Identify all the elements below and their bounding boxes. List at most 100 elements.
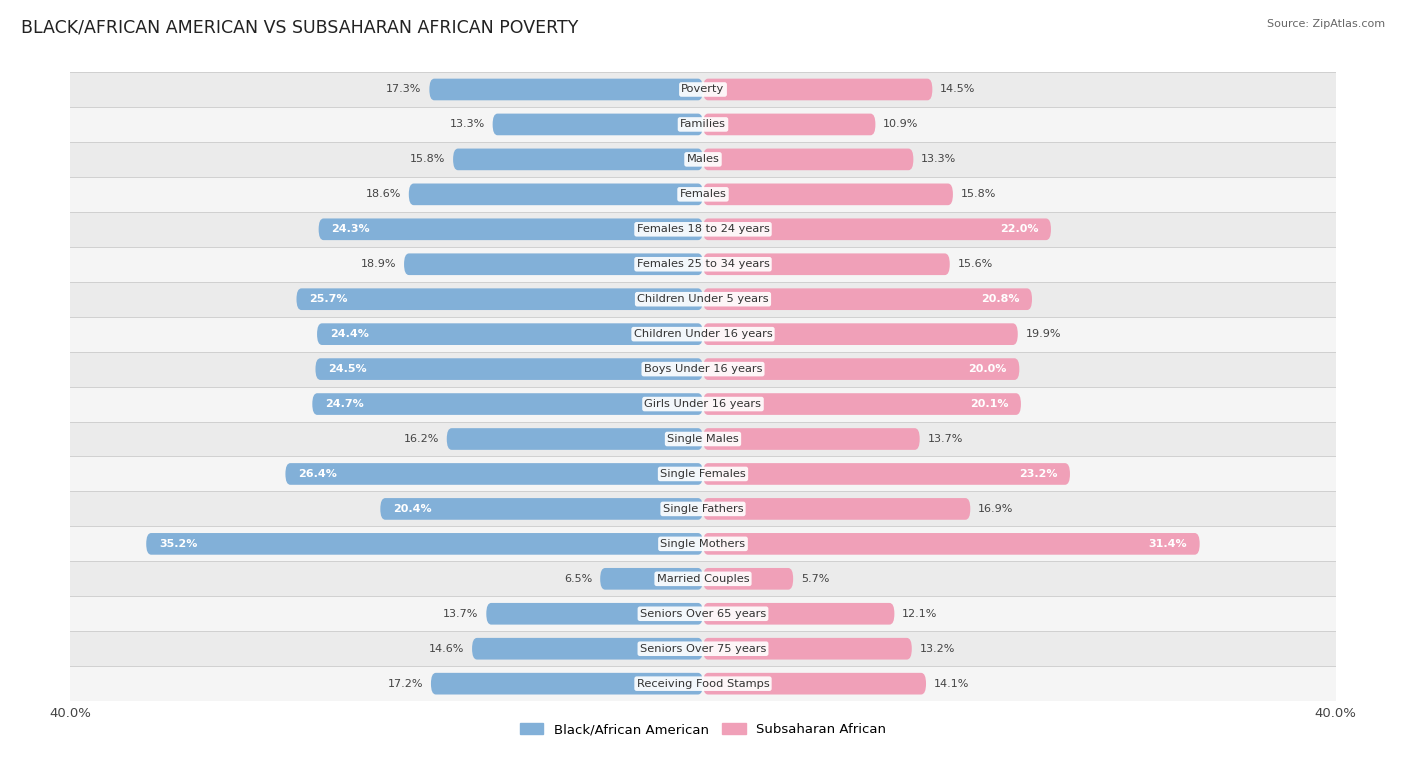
Text: Males: Males: [686, 155, 720, 164]
FancyBboxPatch shape: [703, 673, 927, 694]
Text: BLACK/AFRICAN AMERICAN VS SUBSAHARAN AFRICAN POVERTY: BLACK/AFRICAN AMERICAN VS SUBSAHARAN AFR…: [21, 19, 578, 37]
FancyBboxPatch shape: [703, 114, 876, 135]
Text: Boys Under 16 years: Boys Under 16 years: [644, 364, 762, 374]
Bar: [70, 72, 1336, 107]
Text: 14.1%: 14.1%: [934, 678, 969, 689]
Bar: [70, 421, 1336, 456]
Text: 24.3%: 24.3%: [332, 224, 370, 234]
FancyBboxPatch shape: [703, 393, 1021, 415]
FancyBboxPatch shape: [319, 218, 703, 240]
FancyBboxPatch shape: [404, 253, 703, 275]
Text: Single Mothers: Single Mothers: [661, 539, 745, 549]
FancyBboxPatch shape: [703, 568, 793, 590]
FancyBboxPatch shape: [703, 533, 1199, 555]
Text: 20.0%: 20.0%: [969, 364, 1007, 374]
FancyBboxPatch shape: [703, 324, 1018, 345]
Text: Families: Families: [681, 120, 725, 130]
Text: Married Couples: Married Couples: [657, 574, 749, 584]
Text: Poverty: Poverty: [682, 84, 724, 95]
Text: Single Males: Single Males: [666, 434, 740, 444]
Text: Seniors Over 65 years: Seniors Over 65 years: [640, 609, 766, 619]
Text: 13.7%: 13.7%: [443, 609, 478, 619]
Text: Children Under 5 years: Children Under 5 years: [637, 294, 769, 304]
Text: 20.4%: 20.4%: [392, 504, 432, 514]
FancyBboxPatch shape: [703, 288, 1032, 310]
FancyBboxPatch shape: [703, 603, 894, 625]
Bar: [70, 562, 1336, 597]
Text: 5.7%: 5.7%: [801, 574, 830, 584]
FancyBboxPatch shape: [430, 673, 703, 694]
FancyBboxPatch shape: [429, 79, 703, 100]
Text: 13.7%: 13.7%: [928, 434, 963, 444]
Bar: [70, 107, 1336, 142]
FancyBboxPatch shape: [472, 638, 703, 659]
FancyBboxPatch shape: [315, 359, 703, 380]
Text: 13.3%: 13.3%: [450, 120, 485, 130]
FancyBboxPatch shape: [600, 568, 703, 590]
FancyBboxPatch shape: [703, 149, 914, 171]
Text: Single Females: Single Females: [661, 469, 745, 479]
FancyBboxPatch shape: [703, 498, 970, 520]
Text: 15.8%: 15.8%: [409, 155, 446, 164]
Text: 26.4%: 26.4%: [298, 469, 337, 479]
Text: 24.5%: 24.5%: [328, 364, 367, 374]
Bar: [70, 666, 1336, 701]
FancyBboxPatch shape: [316, 324, 703, 345]
Text: Children Under 16 years: Children Under 16 years: [634, 329, 772, 339]
FancyBboxPatch shape: [703, 428, 920, 449]
FancyBboxPatch shape: [492, 114, 703, 135]
Text: Females 25 to 34 years: Females 25 to 34 years: [637, 259, 769, 269]
Text: 16.2%: 16.2%: [404, 434, 439, 444]
Text: 14.5%: 14.5%: [941, 84, 976, 95]
FancyBboxPatch shape: [447, 428, 703, 449]
Text: 15.6%: 15.6%: [957, 259, 993, 269]
Text: 31.4%: 31.4%: [1149, 539, 1187, 549]
Text: Females 18 to 24 years: Females 18 to 24 years: [637, 224, 769, 234]
Bar: [70, 282, 1336, 317]
FancyBboxPatch shape: [409, 183, 703, 205]
FancyBboxPatch shape: [703, 253, 950, 275]
Text: 12.1%: 12.1%: [903, 609, 938, 619]
Text: 17.3%: 17.3%: [387, 84, 422, 95]
Bar: [70, 177, 1336, 211]
Text: Seniors Over 75 years: Seniors Over 75 years: [640, 644, 766, 653]
Text: 20.1%: 20.1%: [970, 399, 1008, 409]
FancyBboxPatch shape: [703, 218, 1052, 240]
Text: Source: ZipAtlas.com: Source: ZipAtlas.com: [1267, 19, 1385, 29]
Text: 16.9%: 16.9%: [979, 504, 1014, 514]
Text: 24.4%: 24.4%: [329, 329, 368, 339]
Bar: [70, 597, 1336, 631]
Text: 19.9%: 19.9%: [1026, 329, 1062, 339]
FancyBboxPatch shape: [703, 183, 953, 205]
Text: 14.6%: 14.6%: [429, 644, 464, 653]
FancyBboxPatch shape: [297, 288, 703, 310]
Text: Girls Under 16 years: Girls Under 16 years: [644, 399, 762, 409]
Bar: [70, 491, 1336, 526]
Bar: [70, 456, 1336, 491]
Text: Receiving Food Stamps: Receiving Food Stamps: [637, 678, 769, 689]
Text: 6.5%: 6.5%: [564, 574, 592, 584]
Text: 22.0%: 22.0%: [1000, 224, 1039, 234]
FancyBboxPatch shape: [703, 359, 1019, 380]
Bar: [70, 387, 1336, 421]
Text: 13.2%: 13.2%: [920, 644, 955, 653]
Bar: [70, 211, 1336, 247]
FancyBboxPatch shape: [703, 463, 1070, 485]
Text: 35.2%: 35.2%: [159, 539, 197, 549]
Bar: [70, 317, 1336, 352]
FancyBboxPatch shape: [703, 638, 912, 659]
Bar: [70, 142, 1336, 177]
FancyBboxPatch shape: [486, 603, 703, 625]
Text: 20.8%: 20.8%: [981, 294, 1019, 304]
Text: 25.7%: 25.7%: [309, 294, 347, 304]
Bar: [70, 526, 1336, 562]
Bar: [70, 631, 1336, 666]
Legend: Black/African American, Subsaharan African: Black/African American, Subsaharan Afric…: [515, 718, 891, 742]
Text: 17.2%: 17.2%: [388, 678, 423, 689]
Text: 13.3%: 13.3%: [921, 155, 956, 164]
FancyBboxPatch shape: [146, 533, 703, 555]
FancyBboxPatch shape: [380, 498, 703, 520]
FancyBboxPatch shape: [703, 79, 932, 100]
FancyBboxPatch shape: [285, 463, 703, 485]
FancyBboxPatch shape: [453, 149, 703, 171]
